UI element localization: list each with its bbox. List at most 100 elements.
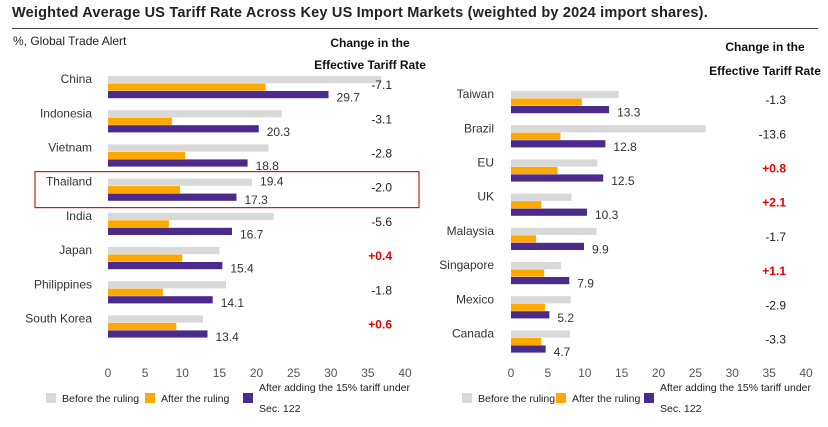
bar-after (108, 322, 177, 331)
data-label-s122: 10.3 (595, 208, 619, 222)
x-tick-label: 10 (578, 366, 592, 380)
legend-label-after: After the ruling (161, 393, 229, 405)
bar-s122 (511, 208, 587, 216)
bar-after (108, 220, 169, 228)
bar-after (108, 83, 266, 91)
x-tick-label: 35 (762, 366, 776, 380)
bar-after (108, 288, 163, 296)
data-label-s122: 20.3 (267, 125, 291, 139)
bar-s122 (511, 277, 570, 285)
change-value: -2.0 (371, 181, 392, 195)
bar-after (511, 98, 582, 106)
category-label: Thailand (46, 175, 92, 189)
change-value: -1.3 (765, 93, 786, 107)
x-tick-label: 5 (142, 366, 149, 380)
data-label-s122: 9.9 (592, 242, 609, 256)
bar-after (511, 303, 545, 311)
bar-before (511, 125, 706, 133)
bar-s122 (108, 227, 232, 235)
bar-after (108, 254, 183, 262)
x-tick-label: 25 (689, 366, 703, 380)
bar-before (108, 212, 274, 220)
data-label-s122: 17.3 (244, 193, 268, 207)
bar-after (511, 269, 545, 277)
category-label: Brazil (464, 121, 494, 135)
x-tick-label: 5 (545, 366, 552, 380)
category-label: China (61, 72, 93, 86)
bar-s122 (511, 242, 585, 250)
legend-label-s122: After adding the 15% tariff under (660, 382, 811, 394)
data-label-before: 19.4 (260, 175, 284, 189)
legend-swatch-before (462, 393, 472, 403)
bar-before (511, 262, 562, 270)
bar-after (511, 337, 542, 346)
data-label-s122: 12.5 (611, 174, 635, 188)
bar-before (511, 227, 597, 235)
bar-after (511, 166, 558, 175)
bar-s122 (511, 311, 550, 319)
bar-s122 (108, 262, 223, 270)
change-value: -1.8 (371, 283, 392, 297)
change-value: +0.8 (762, 162, 786, 176)
data-label-s122: 4.7 (554, 345, 571, 359)
legend-swatch-after (145, 393, 155, 403)
category-label: Indonesia (40, 106, 92, 120)
highlight-box (34, 171, 420, 209)
change-value: -7.1 (371, 78, 392, 92)
bar-before (511, 91, 619, 99)
bar-s122 (108, 159, 248, 167)
x-tick-label: 20 (652, 366, 666, 380)
category-label: Taiwan (457, 87, 494, 101)
category-label: Singapore (439, 258, 494, 272)
data-label-s122: 18.8 (256, 159, 280, 173)
legend-label-after: After the ruling (572, 393, 640, 405)
legend-label-s122: After adding the 15% tariff under (259, 382, 410, 394)
change-value: -13.6 (759, 127, 787, 141)
legend-label-s122: Sec. 122 (259, 403, 301, 415)
legend-swatch-s122 (243, 393, 253, 403)
category-label: South Korea (25, 312, 92, 326)
bar-before (511, 330, 570, 338)
change-value: +2.1 (762, 196, 786, 210)
bar-s122 (108, 330, 208, 338)
change-value: -5.6 (371, 215, 392, 229)
bar-after (108, 117, 172, 125)
change-value: -3.3 (765, 333, 786, 347)
category-label: UK (477, 190, 494, 204)
bar-s122 (511, 106, 610, 114)
change-value: +1.1 (762, 264, 786, 278)
category-label: EU (477, 156, 494, 170)
bar-s122 (511, 140, 606, 148)
x-tick-label: 40 (398, 366, 412, 380)
bar-before (511, 193, 572, 201)
change-value: -2.8 (371, 147, 392, 161)
change-value: +0.4 (368, 249, 392, 263)
x-tick-label: 20 (250, 366, 264, 380)
change-header: Effective Tariff Rate (314, 58, 426, 72)
bar-s122 (108, 125, 259, 133)
category-label: Mexico (456, 292, 494, 306)
category-label: Malaysia (447, 224, 495, 238)
bar-before (511, 159, 598, 167)
change-value: -2.9 (765, 298, 786, 312)
bar-after (511, 235, 537, 243)
bar-before (108, 315, 204, 323)
x-tick-label: 25 (287, 366, 301, 380)
change-header: Change in the (725, 40, 805, 54)
bar-before (511, 296, 571, 304)
data-label-s122: 5.2 (557, 311, 574, 325)
bar-after (511, 201, 542, 209)
chart-subtitle: %, Global Trade Alert (13, 34, 127, 48)
category-label: Vietnam (48, 141, 92, 155)
bar-before (108, 144, 269, 152)
legend-label-s122: Sec. 122 (660, 403, 702, 415)
x-tick-label: 0 (508, 366, 515, 380)
category-label: Japan (59, 243, 92, 257)
bar-before (108, 178, 253, 186)
data-label-s122: 15.4 (230, 262, 254, 276)
bar-after (511, 132, 561, 140)
bar-s122 (511, 345, 546, 353)
change-header: Effective Tariff Rate (709, 64, 821, 78)
x-tick-label: 10 (176, 366, 190, 380)
bar-before (108, 247, 220, 255)
